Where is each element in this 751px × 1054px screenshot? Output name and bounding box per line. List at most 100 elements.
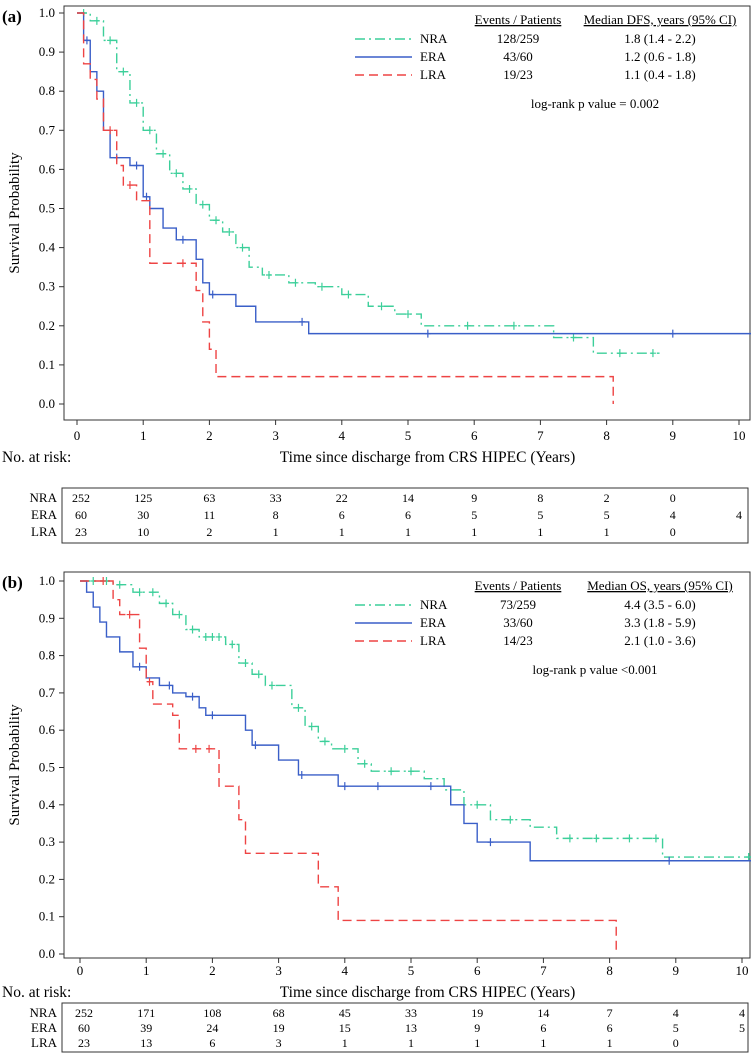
censor-mark-nra (160, 149, 167, 158)
y-tick-label: 0.0 (39, 946, 55, 961)
risk-count: 10 (137, 525, 149, 539)
censor-mark-lra (126, 181, 133, 190)
censor-mark-nra (173, 169, 180, 178)
censor-mark-nra (209, 632, 216, 641)
legend-events: 43/60 (503, 49, 533, 64)
y-tick-label: 0.6 (39, 161, 56, 176)
censor-mark-nra (361, 759, 368, 768)
risk-count: 252 (72, 491, 90, 505)
risk-count: 1 (339, 525, 345, 539)
legend-name: ERA (420, 49, 447, 64)
legend-median: 2.1 (1.0 - 3.6) (624, 633, 696, 648)
censor-mark-nra (268, 681, 275, 690)
risk-count: 7 (607, 1006, 613, 1020)
censor-mark-era (179, 235, 186, 244)
y-tick-label: 1.0 (39, 573, 55, 588)
censor-mark-lra (146, 677, 153, 686)
censor-mark-era (427, 782, 434, 791)
censor-mark-era (487, 838, 494, 847)
risk-count: 45 (339, 1006, 351, 1020)
risk-count: 14 (537, 1006, 549, 1020)
x-tick-label: 2 (209, 963, 216, 978)
censor-mark-nra (570, 333, 577, 342)
risk-count: 4 (736, 508, 742, 522)
legend-name: LRA (420, 633, 447, 648)
x-tick-label: 10 (736, 963, 749, 978)
legend-events: 128/259 (497, 31, 540, 46)
censor-mark-era (209, 290, 216, 299)
censor-mark-lra (126, 610, 133, 619)
survival-curve-nra (77, 12, 660, 354)
survival-curve-lra (77, 12, 614, 404)
censor-mark-era (298, 770, 305, 779)
risk-count: 125 (134, 491, 152, 505)
censor-mark-nra (216, 632, 223, 641)
censor-mark-nra (295, 703, 302, 712)
y-tick-label: 0.3 (39, 834, 55, 849)
legend-median: 1.2 (0.6 - 1.8) (624, 49, 696, 64)
censor-mark-nra (652, 834, 659, 843)
y-tick-label: 0.8 (39, 83, 55, 98)
censor-mark-nra (474, 800, 481, 809)
logrank-p-value: log-rank p value = 0.002 (531, 96, 659, 111)
risk-count: 8 (537, 491, 543, 505)
risk-count: 9 (474, 1021, 480, 1035)
risk-count: 1 (540, 1036, 546, 1050)
legend-events: 19/23 (503, 67, 533, 82)
x-tick-label: 5 (405, 428, 412, 443)
legend-median: 3.3 (1.8 - 5.9) (624, 615, 696, 630)
risk-count: 5 (471, 508, 477, 522)
y-axis-label: Survival Probability (7, 704, 23, 826)
risk-count: 15 (339, 1021, 351, 1035)
risk-count: 8 (273, 508, 279, 522)
censor-mark-era (133, 161, 140, 170)
censor-mark-nra (408, 767, 414, 776)
y-tick-label: 0.9 (39, 610, 55, 625)
risk-count: 1 (474, 1036, 480, 1050)
risk-count: 4 (670, 508, 676, 522)
y-tick-label: 1.0 (39, 5, 55, 20)
x-tick-label: 7 (537, 428, 544, 443)
risk-table-title: No. at risk: (2, 449, 71, 466)
x-tick-label: 7 (540, 963, 547, 978)
censor-mark-era (143, 192, 150, 201)
legend-name: NRA (420, 597, 448, 612)
censor-mark-nra (120, 67, 127, 76)
risk-count: 6 (209, 1036, 215, 1050)
legend-header-median: Median OS, years (95% CI) (587, 578, 733, 593)
censor-mark-nra (616, 349, 623, 358)
y-tick-label: 0.2 (39, 871, 55, 886)
censor-mark-nra (378, 302, 385, 311)
censor-mark-lra (100, 577, 107, 585)
risk-count: 5 (673, 1021, 679, 1035)
legend-name: NRA (420, 31, 448, 46)
y-tick-label: 0.1 (39, 357, 55, 372)
x-tick-label: 9 (670, 428, 677, 443)
censor-mark-era (374, 782, 381, 791)
risk-count: 1 (408, 1036, 414, 1050)
censor-mark-era (252, 741, 259, 750)
risk-row-label: ERA (31, 507, 58, 522)
censor-mark-nra (265, 270, 272, 279)
censor-mark-nra (405, 310, 411, 319)
censor-mark-nra (510, 321, 517, 330)
censor-mark-nra (189, 625, 196, 634)
risk-table-frame (61, 1002, 749, 1053)
risk-count: 4 (673, 1006, 679, 1020)
risk-count: 6 (339, 508, 345, 522)
y-tick-label: 0.8 (39, 648, 55, 663)
survival-curve-era (80, 580, 751, 862)
risk-count: 1 (537, 525, 543, 539)
censor-mark-nra (507, 815, 514, 824)
risk-count: 23 (78, 1036, 90, 1050)
risk-count: 24 (206, 1021, 218, 1035)
x-axis-label: Time since discharge from CRS HIPEC (Yea… (280, 984, 576, 1001)
x-tick-label: 3 (272, 428, 279, 443)
censor-mark-nra (239, 243, 246, 252)
survival-curve-lra (80, 580, 617, 954)
risk-count: 5 (739, 1021, 745, 1035)
y-tick-label: 0.5 (39, 760, 55, 775)
x-tick-label: 1 (143, 963, 150, 978)
censor-mark-nra (566, 834, 573, 843)
